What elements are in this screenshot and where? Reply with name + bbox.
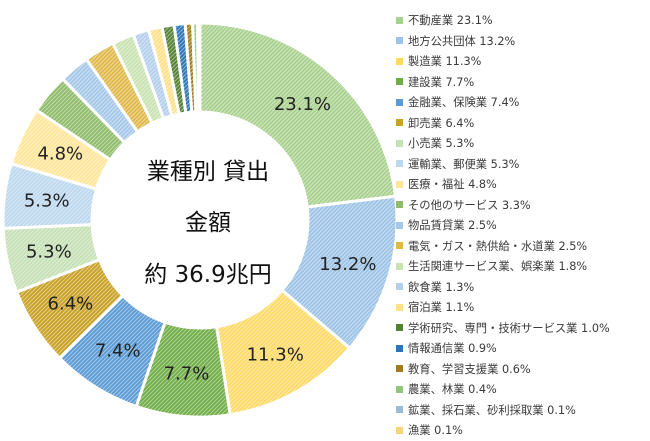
legend-label: 医療・福祉 4.8%	[408, 178, 497, 192]
legend-item: 教育、学習支援業 0.6%	[396, 359, 650, 380]
legend-label: 製造業 11.3%	[408, 55, 482, 69]
legend-swatch	[396, 201, 403, 209]
legend-item: 宿泊業 1.1%	[396, 297, 650, 318]
center-total-amount: 約 36.9兆円	[144, 262, 272, 288]
legend-swatch	[396, 78, 403, 86]
legend-item: その他のサービス 3.3%	[396, 195, 650, 216]
legend-label: 物品賃貸業 2.5%	[408, 219, 497, 233]
legend-label: 卸売業 6.4%	[408, 116, 475, 130]
legend-item: 不動産業 23.1%	[396, 10, 650, 31]
slice-label-1: 23.1%	[274, 94, 331, 115]
legend-swatch	[396, 57, 403, 65]
legend-label: 漁業 0.1%	[408, 424, 463, 438]
legend-item: 医療・福祉 4.8%	[396, 174, 650, 195]
legend-item: 製造業 11.3%	[396, 51, 650, 72]
legend-item: 物品賃貸業 2.5%	[396, 215, 650, 236]
legend-swatch	[396, 139, 403, 147]
legend-item: 生活関連サービス業、娯楽業 1.8%	[396, 256, 650, 277]
slice-6	[14, 257, 126, 361]
slice-5	[57, 293, 167, 409]
legend-label: 運輸業、郵便業 5.3%	[408, 157, 520, 171]
legend-item: 情報通信業 0.9%	[396, 338, 650, 359]
legend-swatch	[396, 160, 403, 168]
legend-label: 農業、林業 0.4%	[408, 383, 497, 397]
legend-swatch	[396, 324, 403, 332]
slice-1	[198, 21, 398, 209]
legend-item: 鉱業、採石業、砂利採取業 0.1%	[396, 400, 650, 421]
legend-label: 生活関連サービス業、娯楽業 1.8%	[408, 260, 588, 274]
legend-label: 電気・ガス・熱供給・水道業 2.5%	[408, 239, 588, 253]
legend-item: 漁業 0.1%	[396, 420, 650, 441]
legend-item: 飲食業 1.3%	[396, 277, 650, 298]
legend-swatch	[396, 98, 403, 106]
legend-item: 卸売業 6.4%	[396, 113, 650, 134]
legend-label: 学術研究、専門・技術サービス業 1.0%	[408, 321, 610, 335]
legend-item: 金融業、保険業 7.4%	[396, 92, 650, 113]
legend: 不動産業 23.1% 地方公共団体 13.2% 製造業 11.3% 建設業 7.7% 金…	[396, 10, 650, 441]
legend-item: 小売業 5.3%	[396, 133, 650, 154]
slice-label-3: 11.3%	[247, 344, 304, 365]
legend-label: 鉱業、採石業、砂利採取業 0.1%	[408, 403, 576, 417]
legend-label: 不動産業 23.1%	[408, 14, 493, 28]
legend-swatch	[396, 344, 403, 352]
legend-item: 運輸業、郵便業 5.3%	[396, 154, 650, 175]
slice-label-7: 5.3%	[26, 242, 72, 263]
slice-label-2: 13.2%	[319, 254, 376, 275]
legend-swatch	[396, 426, 403, 434]
legend-swatch	[396, 221, 403, 229]
slice-label-6: 6.4%	[48, 294, 94, 315]
legend-swatch	[396, 119, 403, 127]
slice-label-5: 7.4%	[95, 340, 141, 361]
legend-item: 電気・ガス・熱供給・水道業 2.5%	[396, 236, 650, 257]
legend-swatch	[396, 16, 403, 24]
legend-swatch	[396, 365, 403, 373]
slice-label-8: 5.3%	[24, 190, 70, 211]
slice-9	[9, 108, 113, 191]
legend-swatch	[396, 37, 403, 45]
center-title-line2: 金額	[185, 210, 231, 236]
legend-item: 学術研究、専門・技術サービス業 1.0%	[396, 318, 650, 339]
legend-label: 宿泊業 1.1%	[408, 301, 475, 315]
legend-swatch	[396, 180, 403, 188]
legend-label: その他のサービス 3.3%	[408, 198, 531, 212]
legend-swatch	[396, 283, 403, 291]
legend-swatch	[396, 385, 403, 393]
legend-label: 金融業、保険業 7.4%	[408, 96, 520, 110]
legend-item: 農業、林業 0.4%	[396, 379, 650, 400]
legend-swatch	[396, 303, 403, 311]
legend-label: 情報通信業 0.9%	[408, 342, 497, 356]
legend-swatch	[396, 262, 403, 270]
slice-3	[214, 288, 352, 417]
legend-label: 建設業 7.7%	[408, 75, 475, 89]
slice-4	[134, 320, 232, 419]
legend-label: 教育、学習支援業 0.6%	[408, 362, 531, 376]
slice-8	[1, 161, 99, 230]
slice-21	[197, 21, 202, 114]
legend-swatch	[396, 406, 403, 414]
legend-label: 小売業 5.3%	[408, 137, 475, 151]
legend-label: 飲食業 1.3%	[408, 280, 475, 294]
center-title-line1: 業種別 貸出	[146, 159, 270, 185]
slice-label-4: 7.7%	[164, 363, 210, 384]
legend-swatch	[396, 242, 403, 250]
legend-label: 地方公共団体 13.2%	[408, 34, 516, 48]
legend-item: 建設業 7.7%	[396, 72, 650, 93]
slice-label-9: 4.8%	[37, 144, 83, 165]
legend-item: 地方公共団体 13.2%	[396, 31, 650, 52]
